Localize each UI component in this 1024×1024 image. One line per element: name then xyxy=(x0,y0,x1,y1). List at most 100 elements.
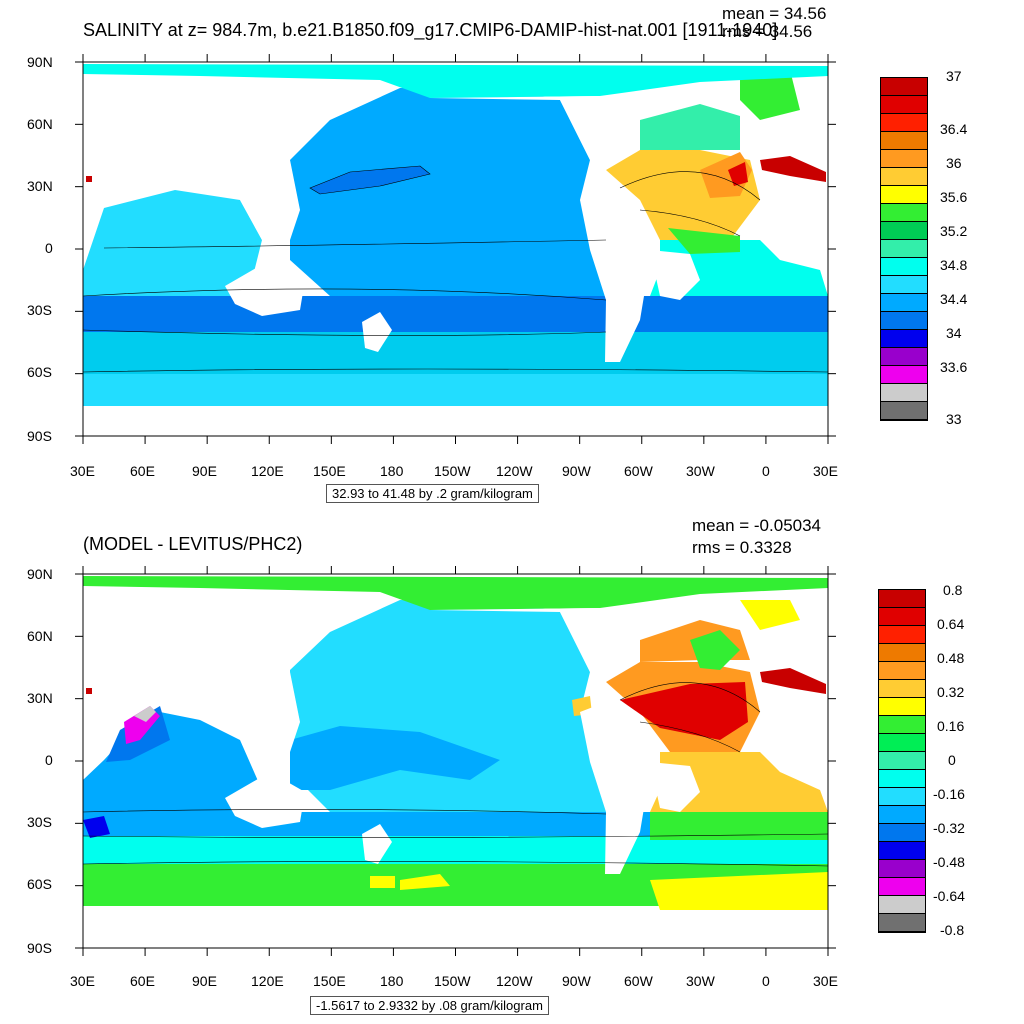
ocean-region xyxy=(83,816,110,838)
lon-tick-label: 90E xyxy=(192,463,217,479)
colorbar-label: 34.4 xyxy=(940,291,968,307)
colorbar-swatch xyxy=(881,312,927,330)
land-region xyxy=(580,190,650,362)
ocean-region xyxy=(83,64,828,98)
colorbar-swatch xyxy=(881,96,927,114)
mean-label: mean = 34.56 xyxy=(722,4,827,23)
colorbar-swatch xyxy=(881,150,927,168)
land-region xyxy=(430,96,640,170)
colorbar-label: 37 xyxy=(946,68,962,84)
ocean-region xyxy=(760,668,826,694)
ocean-band xyxy=(83,372,828,406)
colorbar xyxy=(880,77,928,421)
colorbar-swatch xyxy=(881,330,927,348)
lon-tick-label: 90W xyxy=(562,973,591,989)
contour-line xyxy=(82,809,607,815)
lat-tick-label: 90N xyxy=(27,54,53,70)
contour-line xyxy=(639,721,741,753)
ocean-band xyxy=(83,296,828,332)
lat-tick-label: 60N xyxy=(27,116,53,132)
contour-line xyxy=(82,368,829,373)
contour-info-box: -1.5617 to 2.9332 by .08 gram/kilogram xyxy=(310,996,549,1015)
colorbar-swatch xyxy=(879,770,925,788)
lat-tick-label: 30S xyxy=(27,302,52,318)
colorbar xyxy=(878,589,926,933)
land-region xyxy=(650,250,700,300)
panel-title: (MODEL - LEVITUS/PHC2) xyxy=(83,534,303,554)
lon-tick-label: 120W xyxy=(496,973,533,989)
rms-label: rms = 0.3328 xyxy=(692,538,792,557)
colorbar-swatch xyxy=(881,204,927,222)
land-region xyxy=(650,762,700,812)
ocean-region xyxy=(290,726,500,790)
land-region xyxy=(362,312,392,352)
ocean-region xyxy=(728,162,748,186)
colorbar-label: -0.8 xyxy=(940,922,965,938)
colorbar-swatch xyxy=(879,806,925,824)
colorbar-label: 33 xyxy=(946,411,962,427)
lon-tick-label: 90E xyxy=(192,973,217,989)
colorbar-label: 0.48 xyxy=(937,650,965,666)
salinity-map xyxy=(75,54,836,444)
lon-tick-label: 30W xyxy=(686,463,715,479)
land-region xyxy=(225,772,305,828)
colorbar-swatch xyxy=(879,788,925,806)
lon-tick-label: 30E xyxy=(813,973,838,989)
colorbar-label: -0.16 xyxy=(933,786,965,802)
lon-tick-label: 150E xyxy=(313,973,346,989)
colorbar-label: 0 xyxy=(948,752,956,768)
lat-tick-label: 0 xyxy=(45,752,53,768)
colorbar-swatch xyxy=(881,168,927,186)
colorbar-swatch xyxy=(879,680,925,698)
land-region xyxy=(240,672,300,752)
ocean-region xyxy=(740,600,800,630)
ocean-region xyxy=(83,190,262,296)
colorbar-swatch xyxy=(881,114,927,132)
colorbar-label: 36.4 xyxy=(940,121,968,137)
panel-title: SALINITY at z= 984.7m, b.e21.B1850.f09_g… xyxy=(83,20,778,40)
lat-tick-label: 30S xyxy=(27,814,52,830)
contour-info-box: 32.93 to 41.48 by .2 gram/kilogram xyxy=(326,484,539,503)
colorbar-label: -0.64 xyxy=(933,888,965,904)
colorbar-swatch xyxy=(881,132,927,150)
colorbar-swatch xyxy=(879,662,925,680)
colorbar-swatch xyxy=(879,824,925,842)
colorbar-label: 0.8 xyxy=(943,582,963,598)
lat-tick-label: 60N xyxy=(27,628,53,644)
ocean-region xyxy=(668,228,740,254)
colorbar-swatch xyxy=(879,626,925,644)
ocean-region xyxy=(83,576,828,610)
lon-tick-label: 30E xyxy=(813,463,838,479)
ocean-region xyxy=(400,874,450,890)
colorbar-label: 0.64 xyxy=(937,616,965,632)
colorbar-label: 34.8 xyxy=(940,257,968,273)
colorbar-label: 0.16 xyxy=(937,718,965,734)
colorbar-swatch xyxy=(881,402,927,420)
land-region xyxy=(225,260,305,316)
mean-label: mean = -0.05034 xyxy=(692,516,822,535)
contour-line xyxy=(82,861,829,867)
land-region xyxy=(362,824,392,864)
lon-tick-label: 0 xyxy=(762,973,770,989)
colorbar-swatch xyxy=(881,222,927,240)
ocean-band xyxy=(83,330,828,374)
ocean-region xyxy=(650,872,828,910)
lon-tick-label: 120E xyxy=(251,973,284,989)
lon-tick-label: 90W xyxy=(562,463,591,479)
ocean-region xyxy=(370,876,395,888)
contour-line xyxy=(82,833,829,838)
colorbar-swatch xyxy=(881,186,927,204)
lon-tick-label: 120W xyxy=(496,463,533,479)
contour-line xyxy=(82,329,607,336)
ocean-region xyxy=(650,812,828,840)
contour-line xyxy=(619,171,761,201)
tick-marks xyxy=(75,566,836,956)
colorbar-swatch xyxy=(879,896,925,914)
rms-label: rms = 34.56 xyxy=(722,22,813,41)
colorbar-swatch xyxy=(879,842,925,860)
lat-tick-label: 30N xyxy=(27,178,53,194)
ocean-region xyxy=(620,682,748,740)
colorbar-label: 33.6 xyxy=(940,359,968,375)
land-region xyxy=(430,608,640,682)
lon-tick-label: 30W xyxy=(686,973,715,989)
